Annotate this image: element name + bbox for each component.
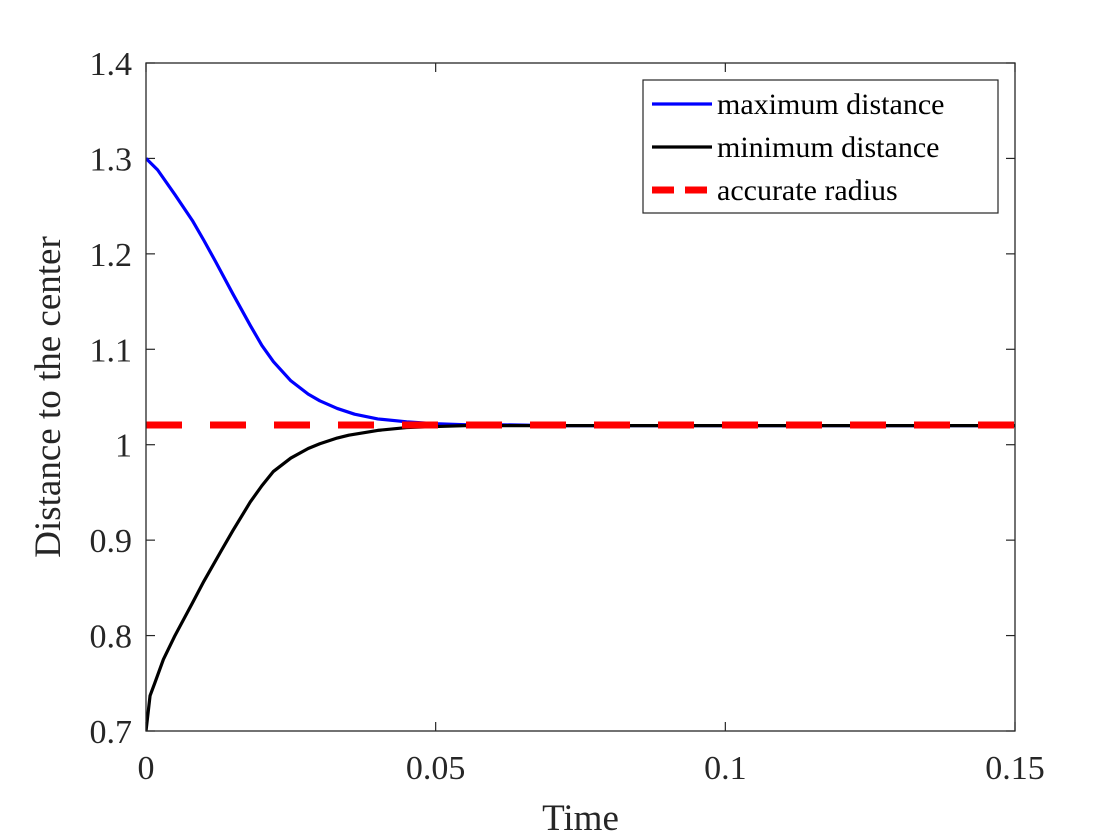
legend-label: minimum distance [717,131,939,164]
y-tick-label: 0.9 [90,523,133,560]
x-tick-label: 0.15 [985,750,1045,787]
y-tick-label: 0.8 [90,619,133,656]
legend: maximum distance minimum distance accurate… [642,79,999,214]
x-axis-label: Time [542,798,619,839]
series-group [146,157,1015,731]
y-tick-label: 1.1 [90,332,133,369]
y-axis-label: Distance to the center [28,236,69,558]
x-tick-label: 0.1 [704,750,747,787]
y-tick-label: 0.7 [90,714,133,751]
y-tick-label: 1 [115,428,132,465]
y-tick-label: 1.2 [90,237,133,274]
axes-box [145,62,1016,732]
y-tick-label: 1.4 [90,46,133,83]
x-tick-label: 0 [138,750,155,787]
tick-labels: 0 0.05 0.1 0.15 0.7 0.8 0.9 1 1.1 1.2 1.3 1.4 [90,46,1045,787]
legend-label: accurate radius [717,174,898,207]
y-tick-label: 1.3 [90,141,133,178]
legend-label: maximum distance [717,88,944,121]
x-tick-label: 0.05 [406,750,466,787]
